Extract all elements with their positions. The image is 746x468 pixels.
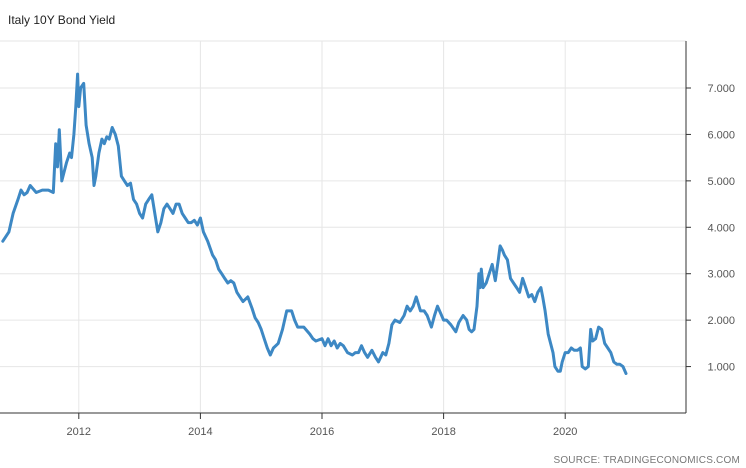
- series-line: [1, 72, 628, 375]
- y-tick-label: 7.000: [707, 83, 735, 95]
- x-tick-label: 2020: [553, 426, 577, 438]
- y-tick-label: 2.000: [707, 315, 735, 327]
- y-tick-label: 3.000: [707, 269, 735, 281]
- x-tick-label: 2014: [188, 426, 212, 438]
- tick-labels: 1.000 2.000 3.000 4.000 5.000 6.000 7.000 2012 2…: [67, 83, 735, 438]
- y-tick-label: 6.000: [707, 129, 735, 141]
- y-tick-label: 4.000: [707, 222, 735, 234]
- source-note: SOURCE: TRADINGECONOMICS.COM: [553, 455, 740, 466]
- gridlines: [0, 40, 686, 413]
- x-tick-label: 2018: [431, 426, 455, 438]
- axes: [0, 41, 691, 419]
- x-tick-label: 2012: [67, 426, 91, 438]
- chart-title: Italy 10Y Bond Yield: [8, 13, 116, 27]
- y-tick-label: 5.000: [707, 176, 735, 188]
- y-tick-label: 1.000: [707, 362, 735, 374]
- x-tick-label: 2016: [310, 426, 334, 438]
